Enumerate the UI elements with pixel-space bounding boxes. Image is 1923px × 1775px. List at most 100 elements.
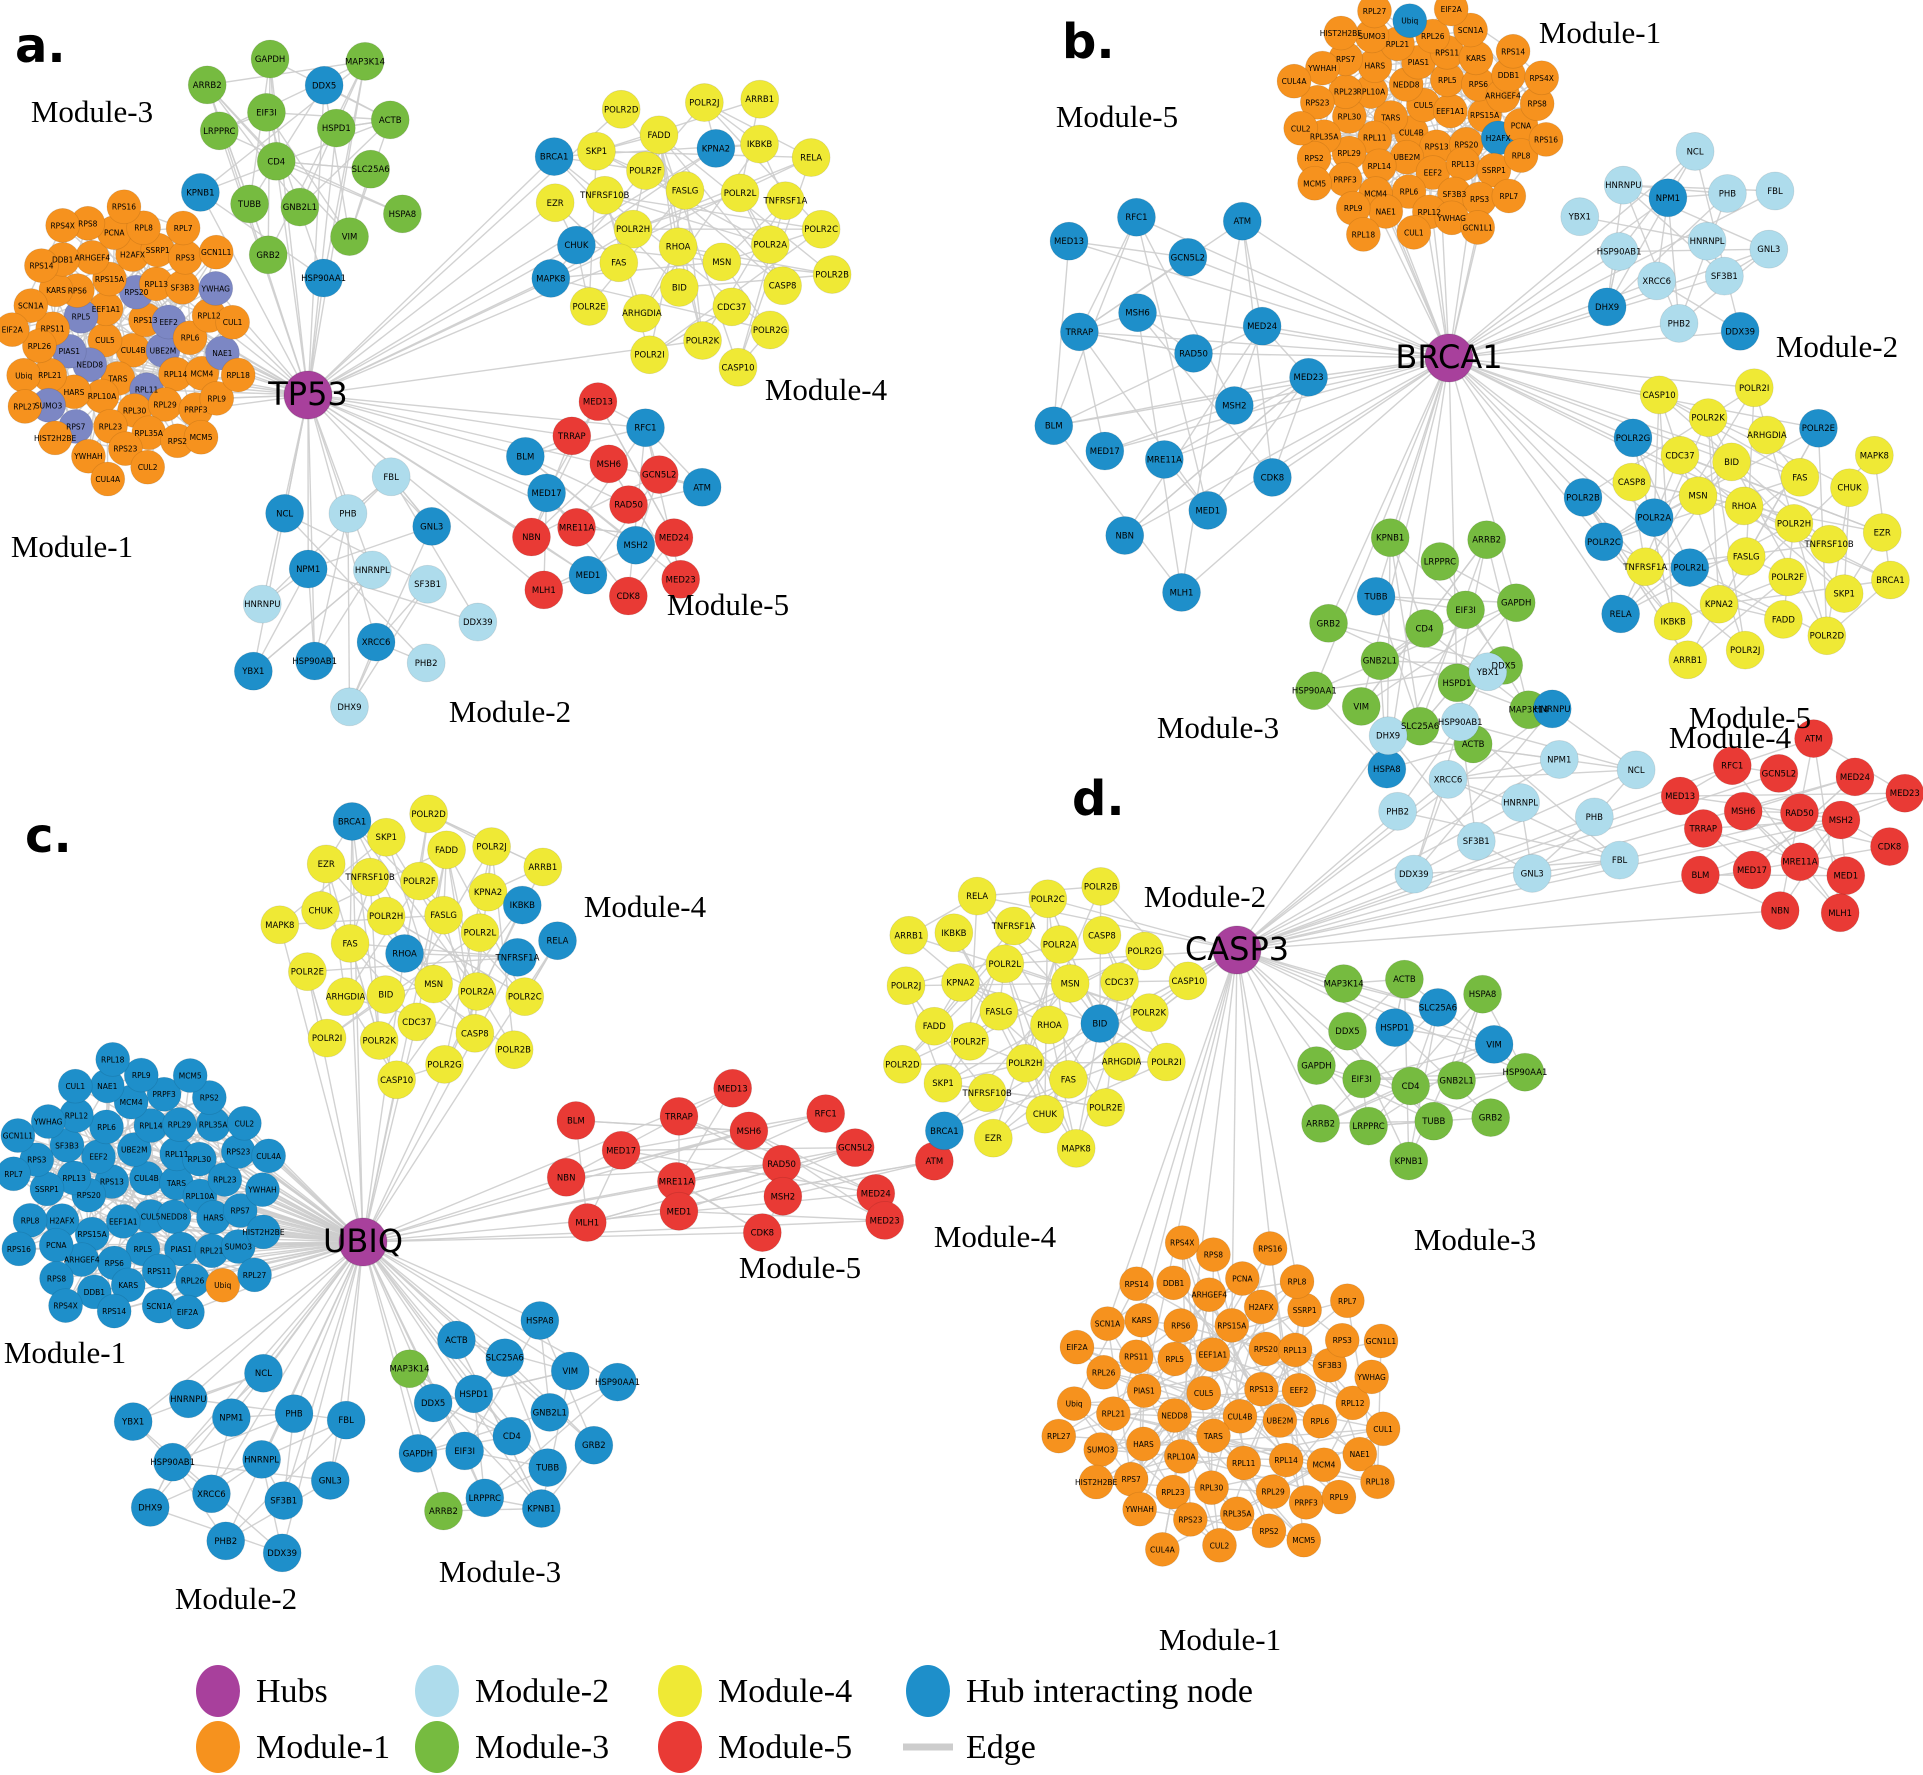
node-HNRNPU[interactable] — [1603, 165, 1643, 205]
node-POLR2A[interactable] — [750, 225, 790, 264]
node-ARHGDIA[interactable] — [326, 977, 365, 1017]
node-PHB2[interactable] — [406, 643, 446, 683]
node-SKP1[interactable] — [366, 817, 406, 857]
node-RFC1[interactable] — [1117, 197, 1156, 237]
node-POLR2C[interactable] — [505, 977, 545, 1017]
node-POLR2J[interactable] — [684, 83, 724, 122]
node-SF3B1[interactable] — [408, 564, 447, 604]
node-CUL2[interactable] — [1283, 110, 1319, 146]
node-GNL3[interactable] — [1749, 229, 1789, 269]
node-CASP10[interactable] — [1168, 961, 1208, 1001]
node-DDX39[interactable] — [1720, 311, 1760, 351]
node-FBL[interactable] — [326, 1400, 366, 1440]
node-EZR[interactable] — [306, 844, 346, 884]
node-POLR2F[interactable] — [950, 1021, 990, 1061]
node-EZR[interactable] — [1862, 513, 1902, 552]
node-MLH1[interactable] — [1162, 573, 1201, 612]
node-ACTB[interactable] — [1384, 959, 1424, 999]
node-POLR2G[interactable] — [425, 1044, 464, 1084]
node-ARRB2[interactable] — [1467, 520, 1507, 560]
node-SLC25A6[interactable] — [351, 149, 391, 189]
node-POLR2J[interactable] — [1725, 630, 1765, 670]
node-RPL9[interactable] — [199, 380, 235, 416]
node-GCN1L1[interactable] — [198, 234, 234, 270]
node-TRRAP[interactable] — [659, 1096, 699, 1136]
node-NCL[interactable] — [244, 1353, 283, 1393]
node-CDK8[interactable] — [608, 576, 648, 616]
hub-node-BRCA1[interactable] — [1424, 333, 1474, 383]
node-EIF3I[interactable] — [1342, 1059, 1381, 1099]
node-POLR2D[interactable] — [882, 1044, 922, 1084]
node-GAPDH[interactable] — [398, 1434, 438, 1473]
node-RPL27[interactable] — [7, 389, 43, 424]
node-POLR2A[interactable] — [1040, 925, 1080, 964]
node-DDX39[interactable] — [262, 1533, 302, 1573]
node-MSH6[interactable] — [1118, 293, 1157, 333]
node-HNRNPU[interactable] — [168, 1379, 208, 1419]
node-GCN5L2[interactable] — [835, 1128, 875, 1168]
node-POLR2C[interactable] — [1028, 879, 1068, 919]
node-H2AFX[interactable] — [1243, 1289, 1279, 1325]
node-SUMO3[interactable] — [1083, 1432, 1119, 1467]
node-EIF2A[interactable] — [1059, 1329, 1095, 1365]
node-PHB2[interactable] — [1378, 791, 1418, 831]
node-RPS4X[interactable] — [45, 208, 81, 243]
node-PRPF3[interactable] — [1327, 161, 1363, 197]
node-TNFRSF10B[interactable] — [1809, 524, 1849, 564]
node-MAP3K14[interactable] — [390, 1349, 429, 1389]
node-YWHAG[interactable] — [30, 1104, 66, 1139]
node-RPS16[interactable] — [1252, 1231, 1288, 1266]
node-CUL2[interactable] — [1202, 1527, 1237, 1563]
node-POLR2D[interactable] — [1807, 616, 1847, 656]
node-CASP10[interactable] — [1639, 375, 1679, 415]
node-SKP1[interactable] — [923, 1063, 963, 1103]
node-MED17[interactable] — [527, 473, 566, 513]
node-PHB[interactable] — [328, 494, 368, 533]
node-ARHGDIA[interactable] — [1102, 1042, 1141, 1082]
node-MED13[interactable] — [1660, 776, 1700, 816]
node-FASLG[interactable] — [979, 991, 1019, 1031]
node-LRPPRC[interactable] — [465, 1478, 505, 1518]
node-HSPD1[interactable] — [316, 108, 356, 148]
node-EEF1A1[interactable] — [1195, 1337, 1231, 1372]
node-YWHAH[interactable] — [1305, 50, 1340, 86]
node-RPS23[interactable] — [1299, 84, 1335, 120]
node-MSH2[interactable] — [1214, 386, 1254, 425]
node-CUL1[interactable] — [1365, 1411, 1401, 1447]
node-CASP8[interactable] — [763, 266, 802, 306]
node-SF3B3[interactable] — [165, 269, 200, 305]
node-GNL3[interactable] — [310, 1461, 350, 1500]
node-ARRB1[interactable] — [889, 915, 929, 955]
node-CD4[interactable] — [256, 141, 296, 181]
node-SKP1[interactable] — [577, 131, 616, 171]
node-RPL18[interactable] — [95, 1041, 131, 1077]
node-KPNB1[interactable] — [1370, 518, 1410, 558]
node-POLR2I[interactable] — [1734, 368, 1774, 408]
node-RHOA[interactable] — [1029, 1005, 1069, 1045]
node-DDX5[interactable] — [413, 1383, 453, 1423]
node-RHOA[interactable] — [385, 934, 424, 973]
node-POLR2C[interactable] — [1584, 522, 1624, 562]
node-TNFRSF1A[interactable] — [1625, 547, 1665, 587]
node-PCNA[interactable] — [38, 1227, 74, 1263]
node-PIAS1[interactable] — [1126, 1373, 1162, 1409]
node-HNRNPL[interactable] — [352, 550, 392, 590]
node-HSP90AB1[interactable] — [1440, 702, 1480, 742]
node-RPL9[interactable] — [123, 1057, 159, 1093]
node-RAD50[interactable] — [609, 485, 648, 525]
node-MCM5[interactable] — [1286, 1522, 1322, 1558]
node-KPNA2[interactable] — [941, 963, 980, 1002]
node-RPS7[interactable] — [1113, 1461, 1149, 1497]
node-EIF3I[interactable] — [1446, 590, 1485, 630]
node-RPL6[interactable] — [89, 1109, 124, 1145]
node-SF3B1[interactable] — [264, 1481, 304, 1520]
node-MRE11A[interactable] — [557, 508, 596, 547]
node-BLM[interactable] — [1681, 855, 1720, 895]
node-RPS16[interactable] — [106, 189, 142, 225]
node-CUL1[interactable] — [215, 304, 250, 340]
node-POLR2H[interactable] — [1774, 503, 1814, 543]
node-POLR2H[interactable] — [366, 896, 406, 936]
node-GCN1L1[interactable] — [1460, 210, 1496, 245]
node-NCL[interactable] — [1616, 750, 1656, 790]
node-CD4[interactable] — [492, 1416, 532, 1456]
